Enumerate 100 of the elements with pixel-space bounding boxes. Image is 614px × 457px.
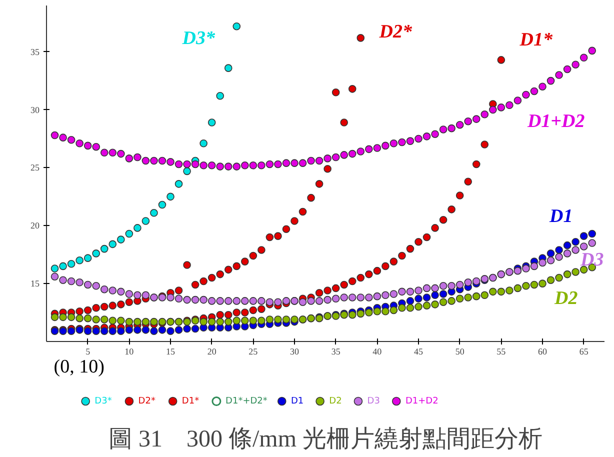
point [92,304,100,312]
point [191,280,200,289]
point [216,92,224,100]
point [174,180,183,188]
point [183,261,191,269]
point [332,88,340,96]
y-tick-label: 35 [30,46,40,57]
point [158,200,166,209]
point [100,302,108,311]
point [439,216,448,224]
legend-label: D2* [138,396,156,406]
y-tick-label: 30 [30,104,40,115]
point [232,262,241,270]
legend-label: D1* [182,396,200,406]
point [480,140,489,148]
text: D3 [580,250,604,271]
point [67,260,76,268]
point [200,139,208,148]
x-tick-label: 10 [124,346,134,356]
text: (0, 10) [54,356,104,378]
text: D2 [554,288,578,309]
y-tick-label: 20 [30,220,40,231]
point [282,225,290,234]
x-tick-label: 35 [331,346,341,356]
point [348,85,356,93]
x-tick-label: 30 [290,346,300,356]
point [258,246,266,254]
x-tick-label: 50 [455,346,465,356]
point [174,286,183,294]
point [332,284,340,292]
point [76,307,84,316]
point [298,208,307,216]
point [398,252,406,260]
point [84,254,92,262]
point [84,306,92,314]
point [448,206,456,214]
text: D1* [520,29,553,50]
x-tick-label: 25 [248,346,258,356]
point [456,192,464,200]
x-tick-label: 60 [538,346,548,356]
point [150,209,158,217]
point [208,118,216,126]
legend-label: D1*+D2* [226,396,268,406]
point [249,306,258,314]
x-tick-label: 5 [86,346,91,356]
point [50,264,59,272]
text: D2* [379,21,412,42]
x-tick-label: 65 [579,346,589,356]
text: D3* [182,28,216,49]
point [216,310,224,319]
point [208,274,216,282]
point [315,288,324,297]
point [200,277,208,286]
legend-label: D3* [94,396,112,406]
point [59,262,67,270]
point [406,244,414,253]
point [232,22,241,30]
point [315,180,324,188]
text: D1+D2 [527,111,585,132]
point [422,233,431,242]
point [183,167,191,176]
point [241,258,249,266]
x-tick-label: 45 [414,346,424,356]
text: D1 [549,206,573,228]
point [249,252,258,260]
point [125,230,134,238]
point [414,238,422,246]
x-tick-label: 55 [496,346,506,356]
point [108,240,117,248]
point [266,233,274,242]
point [92,250,100,258]
legend-label: D2 [329,396,342,406]
point [340,280,348,289]
point [373,266,382,275]
point [324,164,332,173]
point [76,256,84,264]
point [142,217,150,225]
text: 圖 31 300 條/mm 光柵片繞射點間距分析 [108,426,543,452]
point [324,286,332,294]
point [166,192,174,201]
legend-label: D3 [367,396,380,406]
point [216,270,224,278]
point [307,194,315,202]
x-tick-label: 20 [207,346,217,356]
point [348,277,356,286]
point [356,274,365,282]
point [224,310,232,319]
point [241,308,249,316]
point [340,118,348,126]
y-tick-label: 15 [30,278,40,289]
point [290,217,298,225]
legend-label: D1+D2 [405,396,438,406]
point [117,236,125,244]
point [431,224,439,232]
point [497,56,506,64]
point [258,305,266,313]
point [117,300,125,308]
legend-label: D1 [290,396,304,406]
point [365,270,373,278]
point [464,178,472,186]
